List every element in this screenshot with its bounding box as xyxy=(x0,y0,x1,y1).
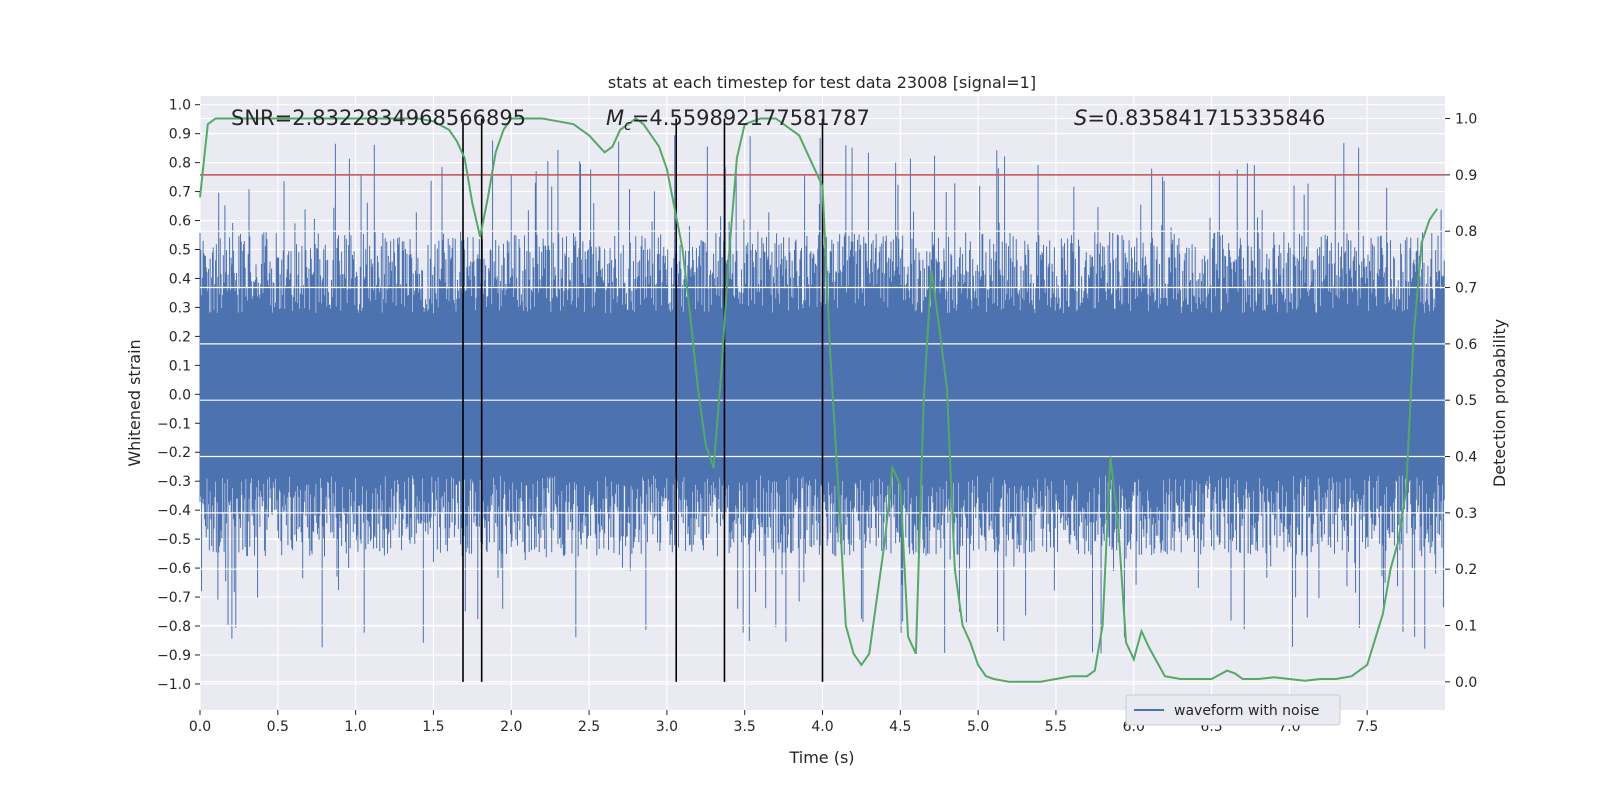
x-tick-label-3: 1.5 xyxy=(422,719,444,735)
y-tick-left-label-15: −0.5 xyxy=(157,532,191,548)
y-tick-left-label-5: 0.5 xyxy=(169,243,191,259)
legend-entry-waveform: waveform with noise xyxy=(1174,703,1319,719)
y-tick-right-label-2: 0.8 xyxy=(1455,224,1477,240)
y-ticks-left: 1.0 0.9 0.8 0.7 0.6 0.5 0.4 0.3 0.2 0.1 0.0 −0.1 −0.… xyxy=(157,98,200,693)
y-ticks-right: 1.0 0.9 0.8 0.7 0.6 0.5 0.4 0.3 0.2 0.1 0.0 xyxy=(1445,112,1477,691)
y-tick-left-label-2: 0.8 xyxy=(169,156,191,172)
x-tick-label-15: 7.5 xyxy=(1356,719,1378,735)
chart-title: stats at each timestep for test data 230… xyxy=(608,73,1036,92)
y-tick-right-label-10: 0.0 xyxy=(1455,675,1477,691)
y-tick-left-label-8: 0.2 xyxy=(169,329,191,345)
y-tick-left-label-4: 0.6 xyxy=(169,214,191,230)
y-tick-left-label-17: −0.7 xyxy=(157,590,191,606)
annotation-mc: Mc=4.559892177581787 xyxy=(606,106,870,134)
y-tick-left-label-7: 0.3 xyxy=(169,300,191,316)
x-tick-label-5: 2.5 xyxy=(578,719,600,735)
y-tick-right-label-5: 0.5 xyxy=(1455,393,1477,409)
x-tick-label-4: 2.0 xyxy=(500,719,522,735)
y-tick-right-label-7: 0.3 xyxy=(1455,506,1477,522)
x-tick-label-1: 0.5 xyxy=(267,719,289,735)
y-tick-left-label-16: −0.6 xyxy=(157,561,191,577)
strain-trace xyxy=(199,135,1445,654)
annotation-s-value: =0.835841715335846 xyxy=(1087,106,1325,130)
x-tick-label-2: 1.0 xyxy=(344,719,366,735)
y-tick-left-label-9: 0.1 xyxy=(169,358,191,374)
y-tick-left-label-13: −0.3 xyxy=(157,474,191,490)
x-tick-label-7: 3.5 xyxy=(734,719,756,735)
y-tick-left-label-10: 0.0 xyxy=(169,387,191,403)
annotation-s: S=0.835841715335846 xyxy=(1074,106,1325,130)
x-tick-label-11: 5.5 xyxy=(1045,719,1067,735)
y-tick-left-label-12: −0.2 xyxy=(157,445,191,461)
y-axis-label-right: Detection probability xyxy=(1490,319,1509,487)
annotation-snr: SNR=2.8322834968566895 xyxy=(231,106,526,130)
x-axis-label: Time (s) xyxy=(788,748,854,767)
annotation-s-symbol: S xyxy=(1074,106,1087,130)
y-tick-right-label-1: 0.9 xyxy=(1455,168,1477,184)
y-tick-left-label-19: −0.9 xyxy=(157,648,191,664)
y-tick-left-label-18: −0.8 xyxy=(157,619,191,635)
x-tick-label-9: 4.5 xyxy=(889,719,911,735)
annotation-mc-symbol: M xyxy=(606,106,624,130)
annotation-mc-subscript: c xyxy=(624,118,632,134)
x-tick-label-8: 4.0 xyxy=(811,719,833,735)
y-axis-label-left: Whitened strain xyxy=(125,339,144,466)
y-tick-left-label-20: −1.0 xyxy=(157,677,191,693)
legend: waveform with noise xyxy=(1125,694,1341,726)
y-tick-right-label-4: 0.6 xyxy=(1455,337,1477,353)
x-tick-label-6: 3.0 xyxy=(656,719,678,735)
annotation-mc-value: =4.559892177581787 xyxy=(632,106,870,130)
y-tick-right-label-6: 0.4 xyxy=(1455,450,1477,466)
y-tick-left-label-3: 0.7 xyxy=(169,185,191,201)
x-tick-label-10: 5.0 xyxy=(967,719,989,735)
y-tick-left-label-0: 1.0 xyxy=(169,98,191,114)
y-tick-right-label-8: 0.2 xyxy=(1455,562,1477,578)
strain-series xyxy=(199,135,1445,654)
y-tick-left-label-11: −0.1 xyxy=(157,416,191,432)
y-tick-left-label-1: 0.9 xyxy=(169,127,191,143)
y-tick-right-label-3: 0.7 xyxy=(1455,281,1477,297)
y-tick-right-label-9: 0.1 xyxy=(1455,619,1477,635)
y-tick-left-label-14: −0.4 xyxy=(157,503,191,519)
x-tick-label-0: 0.0 xyxy=(189,719,211,735)
probability-series-line xyxy=(199,117,1439,683)
y-tick-left-label-6: 0.4 xyxy=(169,271,191,287)
y-tick-right-label-0: 1.0 xyxy=(1455,112,1477,128)
legend-box xyxy=(1125,694,1341,726)
